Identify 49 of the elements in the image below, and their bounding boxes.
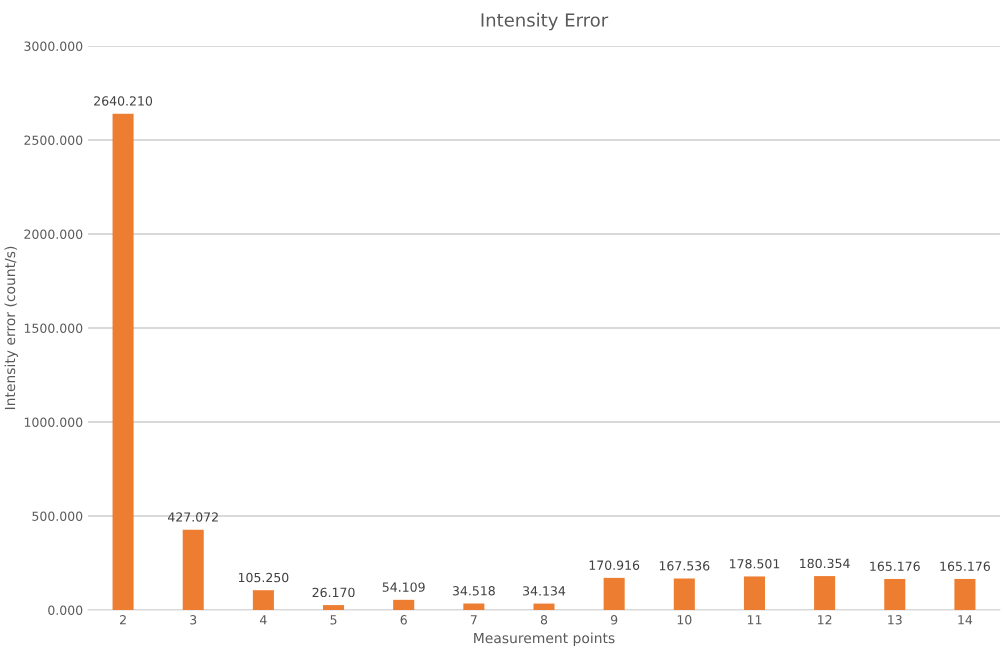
data-label: 170.916 xyxy=(589,560,640,570)
bar xyxy=(884,578,906,610)
bar xyxy=(463,603,485,610)
y-axis-title: Intensity error (count/s) xyxy=(4,246,18,410)
x-tick-label: 8 xyxy=(540,615,548,625)
chart-title: Intensity Error xyxy=(481,12,609,31)
data-label: 165.176 xyxy=(870,561,920,571)
y-tick-label: 1500.000 xyxy=(24,323,83,333)
data-label: 26.170 xyxy=(312,587,355,598)
data-label: 34.518 xyxy=(452,586,495,596)
bar xyxy=(393,599,415,610)
x-tick-label: 5 xyxy=(330,615,337,625)
data-label: 180.354 xyxy=(800,558,850,569)
data-label: 54.109 xyxy=(382,582,425,592)
bar xyxy=(182,529,204,610)
x-tick-label: 10 xyxy=(677,615,692,625)
bar xyxy=(252,590,274,610)
x-tick-label: 4 xyxy=(260,615,267,625)
data-label: 34.134 xyxy=(523,586,566,596)
x-tick-label: 11 xyxy=(747,615,762,625)
data-label: 2640.210 xyxy=(94,96,153,106)
data-label: 105.250 xyxy=(238,572,289,583)
data-label: 178.501 xyxy=(729,559,780,569)
y-tick-label: 0.000 xyxy=(48,605,83,615)
bar xyxy=(533,603,555,610)
y-tick-label: 3000.000 xyxy=(24,41,83,51)
bar xyxy=(743,576,765,610)
y-tick-label: 500.000 xyxy=(32,511,83,521)
x-tick-label: 6 xyxy=(400,615,407,625)
bar xyxy=(112,113,134,610)
bar xyxy=(954,578,976,610)
data-label: 427.072 xyxy=(168,512,218,522)
y-tick-label: 1000.000 xyxy=(24,417,83,427)
bar xyxy=(814,576,836,610)
x-tick-label: 3 xyxy=(190,615,197,625)
x-tick-label: 13 xyxy=(888,615,902,625)
bar xyxy=(603,577,625,610)
x-tick-label: 14 xyxy=(958,615,973,625)
x-tick-label: 12 xyxy=(818,615,832,625)
x-tick-label: 9 xyxy=(610,615,618,625)
data-label: 167.536 xyxy=(659,561,710,571)
data-label: 165.176 xyxy=(940,561,990,571)
x-tick-label: 2 xyxy=(120,615,126,625)
bar xyxy=(323,605,345,610)
bar xyxy=(673,578,695,610)
x-tick-label: 7 xyxy=(470,615,477,625)
y-tick-label: 2000.000 xyxy=(24,229,83,239)
y-tick-label: 2500.000 xyxy=(24,135,83,145)
x-axis-title: Measurement points xyxy=(474,632,615,646)
